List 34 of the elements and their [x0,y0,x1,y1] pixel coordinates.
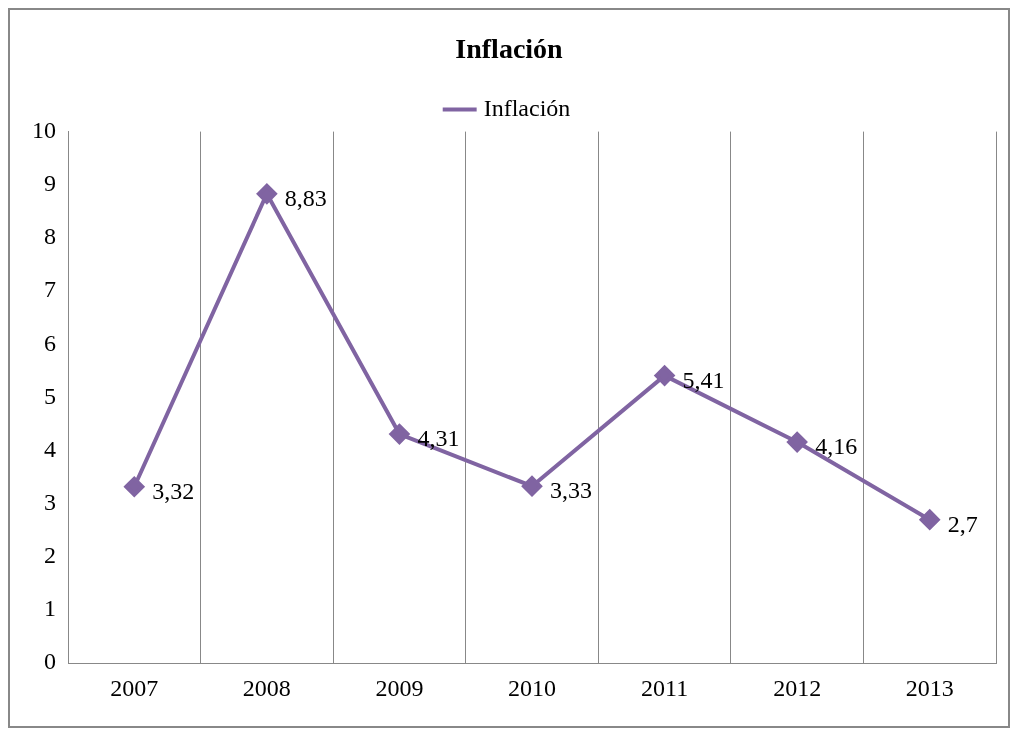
y-tick-label: 2 [44,542,56,569]
y-tick-label: 1 [44,595,56,622]
y-tick-label: 8 [44,223,56,250]
x-tick-label: 2007 [110,674,159,701]
data-label: 3,32 [152,478,195,505]
x-tick-label: 2008 [242,674,291,701]
y-tick-label: 3 [44,489,56,516]
data-label: 3,33 [550,477,592,504]
y-tick-label: 9 [44,170,56,197]
x-tick-label: 2011 [641,674,689,701]
y-tick-label: 10 [32,116,56,143]
data-label: 2,7 [947,510,978,537]
point [522,476,542,497]
point [787,432,808,453]
x-tick-label: 2010 [508,674,556,701]
chart-title: Inflación [455,33,564,65]
point [256,183,277,204]
data-label: 5,41 [682,366,725,393]
data-label: 4,16 [815,433,858,460]
y-tick-label: 5 [44,382,56,409]
point [919,509,940,530]
x-tick-label: 2009 [375,674,424,701]
y-tick-label: 4 [44,435,56,462]
data-label: 4,31 [417,425,460,452]
legend-label: Inflación [483,94,571,121]
y-tick-label: 0 [44,648,56,675]
point [389,424,410,445]
y-tick-label: 6 [44,329,56,356]
x-tick-label: 2012 [773,674,822,701]
point [654,365,675,386]
y-tick-label: 7 [44,276,56,303]
x-tick-label: 2013 [905,674,954,701]
point [124,476,145,497]
data-label: 8,83 [284,185,327,212]
